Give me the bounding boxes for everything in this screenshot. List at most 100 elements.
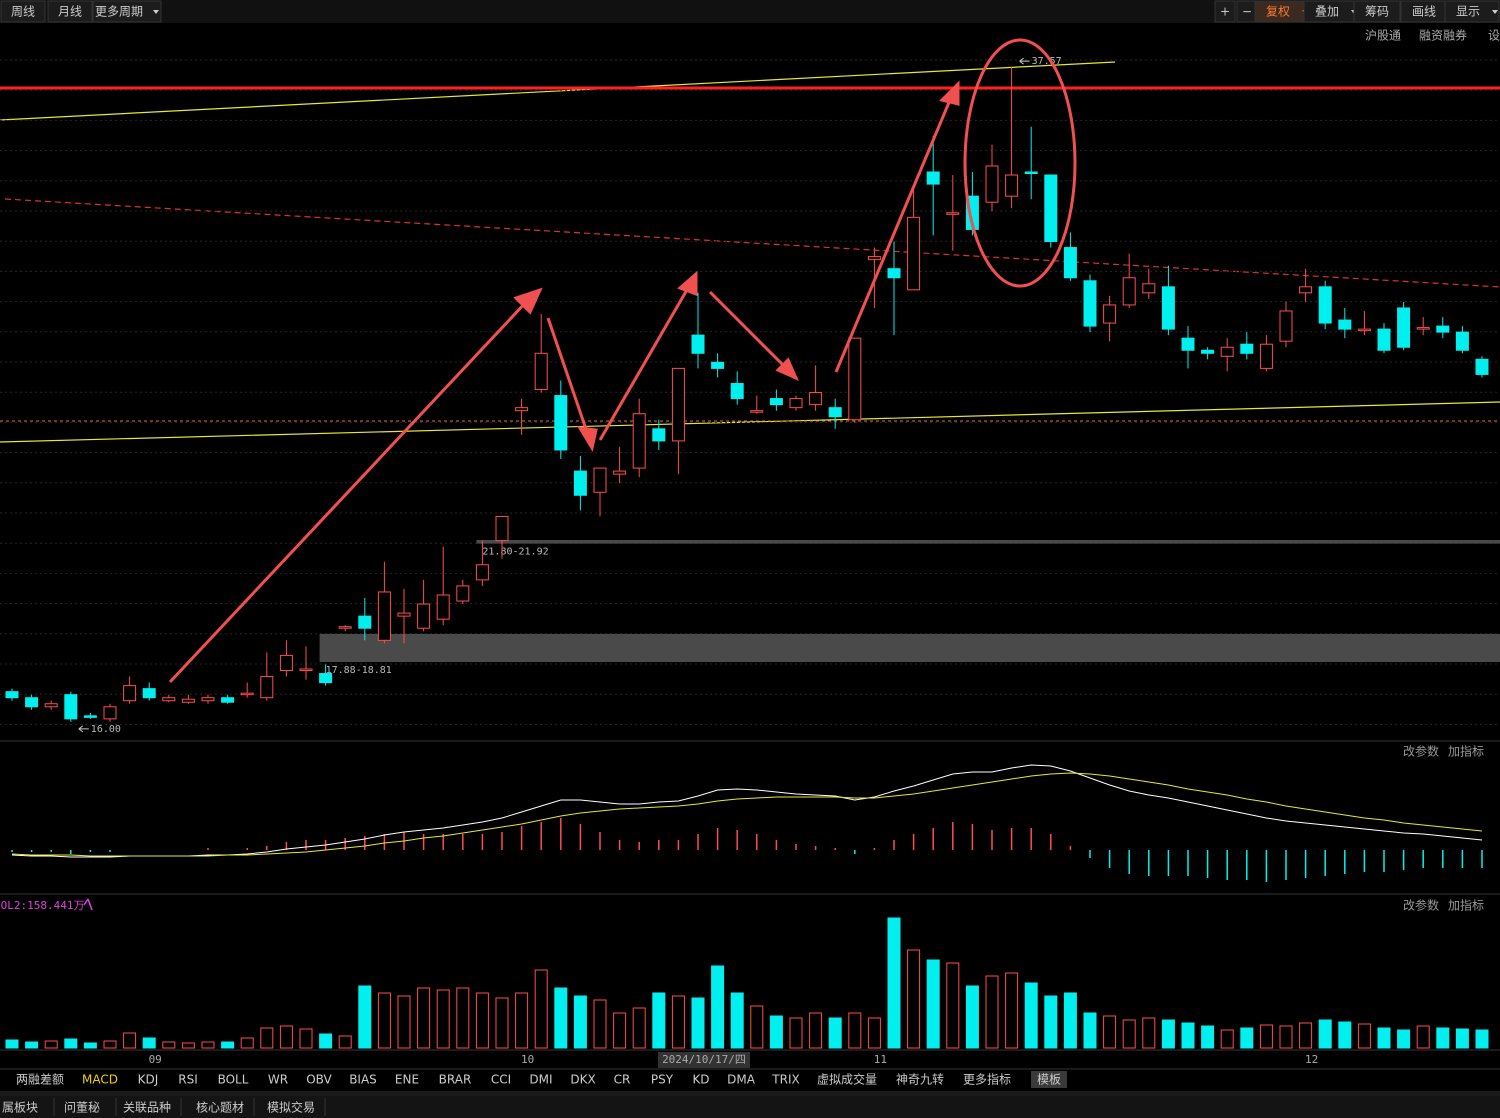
indicator-tab[interactable]: 两融差额 (16, 1073, 64, 1087)
volume-bar (436, 989, 450, 1049)
toolbar-button[interactable]: − (1242, 5, 1252, 19)
candle-body (985, 165, 999, 203)
candle-body (83, 715, 97, 718)
toolbar (0, 0, 1500, 23)
splitter (0, 1091, 1500, 1096)
toolbar-button[interactable]: 显示 (1456, 5, 1480, 19)
candle-body (691, 334, 705, 354)
indicator-tab[interactable]: DMA (727, 1073, 756, 1087)
indicator-tab[interactable]: RSI (178, 1073, 198, 1087)
indicator-tab[interactable]: BOLL (218, 1073, 249, 1087)
indicator-tab[interactable]: KDJ (138, 1073, 159, 1087)
date-label: 09 (149, 1053, 162, 1066)
indicator-tab[interactable]: 更多指标 (963, 1072, 1011, 1087)
date-label: 2024/10/17/四 (662, 1053, 746, 1066)
volume-bar (162, 1041, 176, 1049)
indicator-tab[interactable]: BRAR (439, 1073, 472, 1087)
bottom-tab[interactable]: 关联品种 (123, 1101, 171, 1115)
volume-bar (358, 985, 372, 1049)
candle-body (1005, 174, 1019, 197)
indicator-tab[interactable]: DKX (570, 1073, 595, 1087)
candle-body (260, 676, 274, 699)
volume-bar (1475, 1029, 1489, 1049)
candle-body (593, 467, 607, 493)
arrow (834, 99, 952, 373)
indicator-tab[interactable]: OBV (306, 1073, 332, 1087)
toolbar-button[interactable]: 叠加 (1315, 5, 1339, 19)
volume-bar (573, 995, 587, 1049)
indicator-tab[interactable]: DMI (529, 1073, 552, 1087)
volume-bar (946, 962, 960, 1049)
indicator-tab[interactable]: WR (268, 1073, 288, 1087)
indicator-tab[interactable]: BIAS (349, 1073, 377, 1087)
toolbar-link[interactable]: 设 (1488, 29, 1500, 43)
candle-body (103, 706, 117, 720)
volume-bar (593, 999, 607, 1049)
volume-bar (554, 987, 568, 1049)
panel-button[interactable]: 改参数 (1403, 898, 1439, 913)
indicator-tab[interactable]: ENE (395, 1073, 419, 1087)
panel-button[interactable]: 加指标 (1448, 898, 1484, 913)
candle-body (1063, 247, 1077, 279)
candle-body (573, 470, 587, 496)
candle-body (848, 337, 862, 421)
macd-dif-line (11, 764, 1483, 858)
toolbar-link[interactable]: 沪股通 (1365, 29, 1401, 43)
toolbar-button[interactable]: 筹码 (1365, 5, 1389, 19)
toolbar-button[interactable]: 月线 (58, 5, 82, 19)
bottom-tab[interactable]: 模拟交易 (267, 1100, 315, 1115)
volume-bar (319, 1033, 333, 1049)
candle-body (495, 515, 509, 542)
indicator-tab[interactable]: CCI (491, 1073, 511, 1087)
indicator-tab[interactable]: KD (692, 1073, 709, 1087)
arrow-head (577, 426, 598, 452)
date-label: 12 (1305, 1053, 1318, 1066)
volume-bar (848, 1012, 862, 1049)
volume-bar (1318, 1019, 1332, 1049)
candle-body (1142, 283, 1156, 294)
candle-body (1475, 358, 1489, 375)
candle-body (397, 612, 411, 617)
candle-body (1318, 286, 1332, 324)
indicator-tab[interactable]: 神奇九转 (896, 1072, 944, 1087)
volume-bar (240, 1037, 254, 1049)
indicator-tab[interactable]: CR (614, 1073, 631, 1087)
volume-bar (44, 1040, 58, 1049)
toolbar-button[interactable]: 周线 (11, 5, 35, 19)
candle-body (1455, 331, 1469, 351)
toolbar-button[interactable]: 更多周期 (95, 5, 143, 19)
toolbar-button[interactable]: 复权 (1266, 5, 1290, 19)
toolbar-button[interactable]: + (1220, 5, 1230, 19)
volume-bar (1455, 1028, 1469, 1049)
indicator-tab[interactable]: 模板 (1037, 1073, 1061, 1087)
volume-bar (1299, 1022, 1313, 1049)
volume-bar (809, 1012, 823, 1049)
toolbar-link[interactable]: 融资融券 (1419, 28, 1467, 43)
toolbar-button[interactable]: 画线 (1412, 5, 1436, 19)
indicator-tab[interactable]: MACD (82, 1073, 118, 1087)
arrow-head (775, 357, 799, 381)
volume-bar (279, 1025, 293, 1049)
indicator-tab[interactable]: TRIX (771, 1073, 799, 1087)
candle-body (926, 171, 940, 185)
volume-bar (456, 987, 470, 1049)
volume-bar (1122, 1019, 1136, 1049)
candle-body (456, 585, 470, 602)
bottom-tab[interactable]: 核心题材 (196, 1101, 244, 1115)
volume-bar (1142, 1017, 1156, 1049)
volume-bar (5, 1039, 19, 1049)
candle-body (1103, 304, 1117, 324)
candle-body (358, 615, 372, 629)
volume-bar (142, 1037, 156, 1049)
indicator-tab[interactable]: PSY (651, 1073, 674, 1087)
volume-bar (1005, 972, 1019, 1049)
arrow (708, 290, 788, 370)
candle-body (475, 564, 489, 581)
volume-bar (534, 969, 548, 1049)
panel-button[interactable]: 改参数 (1403, 744, 1439, 759)
indicator-tab[interactable]: 虚拟成交量 (817, 1072, 877, 1087)
panel-button[interactable]: 加指标 (1448, 744, 1484, 759)
bottom-tab[interactable]: 属板块 (2, 1101, 38, 1115)
bottom-tab[interactable]: 问董秘 (64, 1101, 100, 1115)
